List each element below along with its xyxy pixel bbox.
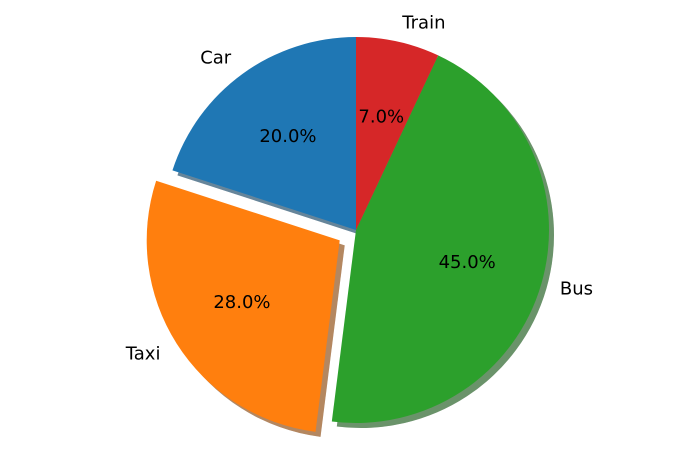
pct-label-car: 20.0% bbox=[259, 126, 316, 147]
pct-label-taxi: 28.0% bbox=[213, 292, 270, 313]
pct-label-train: 7.0% bbox=[358, 106, 404, 127]
slice-label-taxi: Taxi bbox=[125, 344, 161, 365]
labels: Car 20.0% Taxi 28.0% Bus 45.0% Train 7.0% bbox=[125, 12, 593, 364]
slice-label-bus: Bus bbox=[560, 279, 593, 300]
pct-label-bus: 45.0% bbox=[439, 252, 496, 273]
slice-label-train: Train bbox=[401, 12, 445, 33]
slice-taxi bbox=[146, 180, 340, 432]
slices bbox=[146, 37, 549, 432]
slice-train bbox=[356, 37, 439, 230]
slice-car bbox=[172, 37, 356, 230]
slice-bus bbox=[331, 55, 549, 423]
slice-label-car: Car bbox=[200, 48, 232, 69]
